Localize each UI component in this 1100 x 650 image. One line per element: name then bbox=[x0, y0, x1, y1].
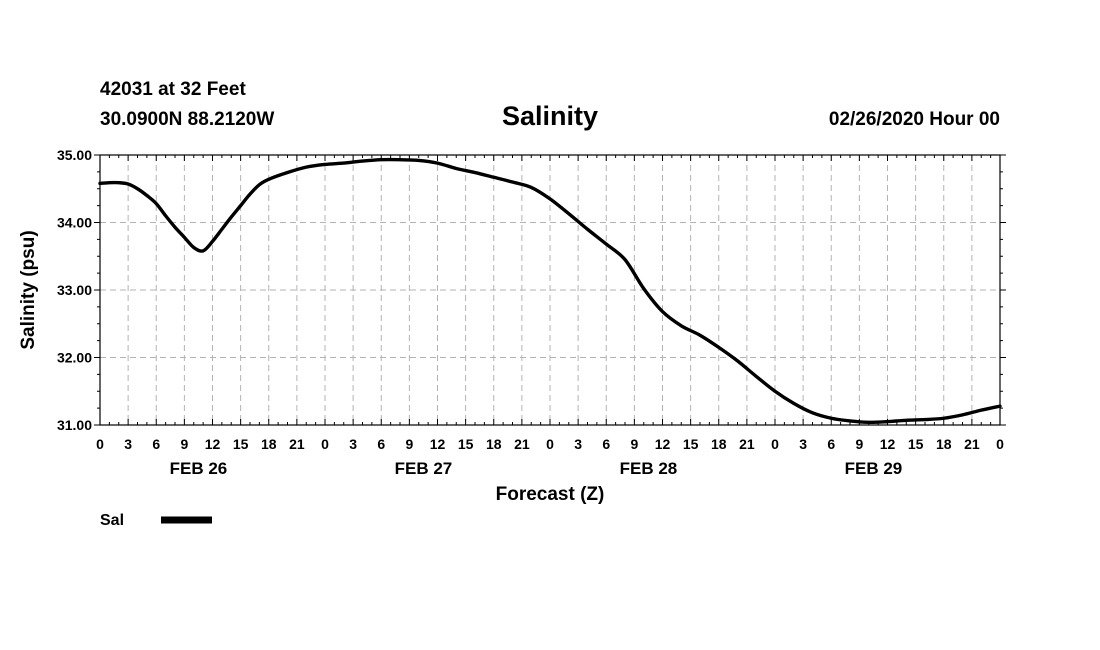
x-tick-label: 18 bbox=[711, 436, 727, 452]
y-axis-title: Salinity (psu) bbox=[18, 230, 39, 349]
salinity-series-line bbox=[98, 157, 1002, 425]
chart-title: Salinity bbox=[502, 101, 598, 131]
x-tick-label: 12 bbox=[430, 436, 446, 452]
x-tick-label: 12 bbox=[880, 436, 896, 452]
plot-frame bbox=[99, 154, 1001, 426]
grid bbox=[100, 155, 1000, 425]
x-tick-label: 18 bbox=[936, 436, 952, 452]
x-tick-label: 21 bbox=[739, 436, 755, 452]
day-label: FEB 28 bbox=[620, 459, 678, 478]
x-tick-label: 15 bbox=[233, 436, 249, 452]
x-tick-label: 18 bbox=[261, 436, 277, 452]
x-tick-label: 15 bbox=[458, 436, 474, 452]
x-tick-label: 6 bbox=[152, 436, 160, 452]
x-tick-label: 9 bbox=[855, 436, 863, 452]
day-label: FEB 29 bbox=[845, 459, 903, 478]
day-label: FEB 27 bbox=[395, 459, 453, 478]
x-tick-label: 9 bbox=[180, 436, 188, 452]
x-tick-label: 0 bbox=[321, 436, 329, 452]
y-tick-label: 35.00 bbox=[57, 147, 92, 163]
coordinates-label: 30.0900N 88.2120W bbox=[100, 109, 274, 130]
axis-labels: 0 3 6 9 12 15 18 21 0 3 6 9 12 15 18 21 0 3 6 9 12 15 18 21 0 3 6 9… bbox=[57, 147, 1004, 478]
x-tick-label: 9 bbox=[630, 436, 638, 452]
x-tick-label: 15 bbox=[683, 436, 699, 452]
x-tick-label: 21 bbox=[289, 436, 305, 452]
x-tick-label: 18 bbox=[486, 436, 502, 452]
x-tick-label: 0 bbox=[546, 436, 554, 452]
legend-label: Sal bbox=[100, 512, 124, 529]
y-tick-label: 34.00 bbox=[57, 215, 92, 231]
y-tick-label: 32.00 bbox=[57, 350, 92, 366]
x-tick-label: 21 bbox=[514, 436, 530, 452]
x-tick-label: 12 bbox=[655, 436, 671, 452]
x-tick-label: 6 bbox=[602, 436, 610, 452]
x-tick-label: 0 bbox=[771, 436, 779, 452]
x-tick-label: 6 bbox=[377, 436, 385, 452]
series-layer bbox=[98, 157, 1002, 425]
x-tick-label: 9 bbox=[405, 436, 413, 452]
station-label: 42031 at 32 Feet bbox=[100, 79, 246, 100]
x-tick-label: 0 bbox=[96, 436, 104, 452]
x-tick-label: 6 bbox=[827, 436, 835, 452]
x-tick-label: 12 bbox=[205, 436, 221, 452]
day-label: FEB 26 bbox=[170, 459, 228, 478]
issue-time-label: 02/26/2020 Hour 00 bbox=[829, 109, 1000, 130]
y-tick-label: 31.00 bbox=[57, 417, 92, 433]
x-axis-title: Forecast (Z) bbox=[496, 484, 605, 505]
x-tick-label: 15 bbox=[908, 436, 924, 452]
x-tick-label: 3 bbox=[349, 436, 357, 452]
y-tick-label: 33.00 bbox=[57, 282, 92, 298]
x-tick-label: 21 bbox=[964, 436, 980, 452]
x-tick-label: 3 bbox=[124, 436, 132, 452]
x-tick-label: 3 bbox=[799, 436, 807, 452]
x-tick-label: 0 bbox=[996, 436, 1004, 452]
x-tick-label: 3 bbox=[574, 436, 582, 452]
